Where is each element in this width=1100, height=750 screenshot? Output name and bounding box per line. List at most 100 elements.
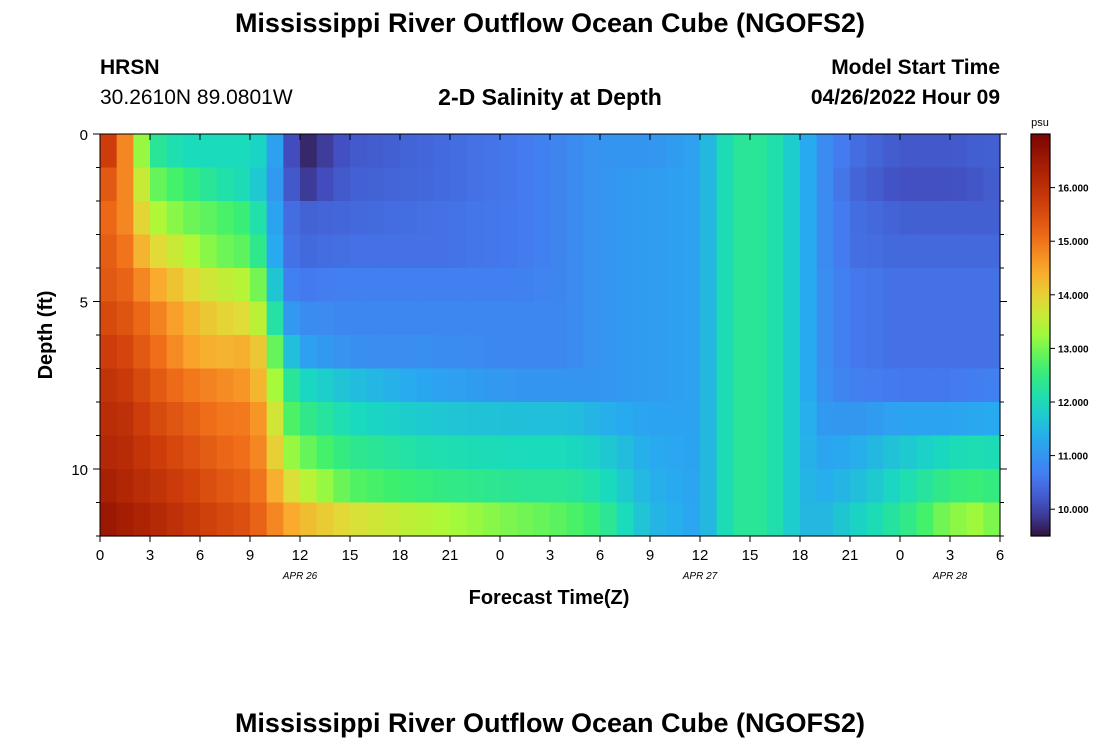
heatmap-cell — [350, 301, 368, 336]
colorbar-unit: psu — [1031, 117, 1049, 129]
heatmap-cell — [366, 134, 384, 169]
heatmap-cell — [800, 435, 818, 470]
heatmap-cell — [333, 368, 351, 403]
heatmap-cell — [666, 402, 684, 437]
heatmap-cell — [216, 268, 234, 303]
heatmap-cell — [233, 201, 251, 236]
heatmap-cell — [350, 469, 368, 504]
date-label: APR 28 — [932, 571, 968, 582]
heatmap-cell — [200, 268, 218, 303]
heatmap-cell — [200, 402, 218, 437]
heatmap-cell — [366, 402, 384, 437]
heatmap-cell — [716, 201, 734, 236]
x-tick-label: 21 — [842, 547, 859, 564]
heatmap-cell — [316, 368, 334, 403]
heatmap-cell — [183, 301, 201, 336]
heatmap-cell — [633, 368, 651, 403]
heatmap-cell — [850, 335, 868, 370]
heatmap-cell — [400, 402, 418, 437]
heatmap-cell — [150, 234, 168, 269]
heatmap-cell — [616, 502, 634, 537]
heatmap-cell — [583, 469, 601, 504]
y-axis-label: Depth (ft) — [35, 291, 57, 380]
heatmap-cell — [233, 402, 251, 437]
heatmap-cell — [333, 301, 351, 336]
heatmap-cell — [233, 167, 251, 202]
heatmap-cell — [200, 167, 218, 202]
heatmap-cell — [550, 435, 568, 470]
heatmap-cell — [683, 368, 701, 403]
heatmap-cell — [816, 502, 834, 537]
heatmap-cell — [866, 335, 884, 370]
heatmap-cell — [333, 402, 351, 437]
heatmap-cell — [866, 469, 884, 504]
heatmap-cell — [183, 469, 201, 504]
heatmap-cell — [983, 368, 1001, 403]
heatmap-cell — [116, 234, 134, 269]
heatmap-cell — [950, 502, 968, 537]
heatmap-cell — [900, 134, 918, 169]
x-tick-label: 0 — [496, 547, 504, 564]
heatmap-cell — [366, 167, 384, 202]
heatmap-cell — [716, 469, 734, 504]
heatmap-cell — [683, 201, 701, 236]
x-tick-label: 15 — [342, 547, 359, 564]
heatmap-cell — [116, 268, 134, 303]
heatmap-cell — [683, 502, 701, 537]
heatmap-cell — [900, 301, 918, 336]
heatmap-cell — [616, 469, 634, 504]
heatmap-cell — [700, 402, 718, 437]
heatmap-cell — [416, 368, 434, 403]
heatmap-cell — [916, 335, 934, 370]
heatmap-cell — [183, 435, 201, 470]
heatmap-cell — [733, 301, 751, 336]
heatmap-cell — [850, 201, 868, 236]
heatmap-cell — [233, 134, 251, 169]
heatmap-cell — [300, 268, 318, 303]
heatmap-cell — [850, 502, 868, 537]
heatmap-cell — [450, 268, 468, 303]
heatmap-cell — [566, 301, 584, 336]
heatmap-cell — [466, 301, 484, 336]
heatmap-cell — [383, 469, 401, 504]
heatmap-cell — [133, 435, 151, 470]
heatmap-cell — [666, 469, 684, 504]
heatmap-cell — [300, 502, 318, 537]
heatmap-cell — [266, 201, 284, 236]
heatmap-cell — [750, 335, 768, 370]
heatmap-cell — [400, 469, 418, 504]
heatmap-cell — [516, 301, 534, 336]
heatmap-cell — [683, 402, 701, 437]
heatmap-cell — [483, 134, 501, 169]
heatmap-cell — [950, 268, 968, 303]
heatmap-cell — [433, 134, 451, 169]
heatmap-cell — [750, 134, 768, 169]
x-tick-label: 3 — [146, 547, 154, 564]
heatmap-cell — [750, 167, 768, 202]
heatmap-cell — [333, 268, 351, 303]
heatmap-cell — [933, 402, 951, 437]
heatmap-cell — [416, 402, 434, 437]
heatmap-cell — [833, 134, 851, 169]
heatmap-cell — [933, 435, 951, 470]
heatmap-cell — [616, 368, 634, 403]
heatmap-cell — [866, 234, 884, 269]
heatmap-cell — [550, 469, 568, 504]
heatmap-cell — [883, 402, 901, 437]
heatmap-cell — [533, 234, 551, 269]
heatmap-cell — [500, 268, 518, 303]
heatmap-cell — [216, 167, 234, 202]
heatmap-cell — [633, 201, 651, 236]
heatmap-cell — [350, 134, 368, 169]
heatmap-cell — [933, 469, 951, 504]
heatmap-cell — [150, 167, 168, 202]
heatmap-cell — [616, 402, 634, 437]
heatmap-cell — [150, 502, 168, 537]
heatmap-cell — [216, 335, 234, 370]
heatmap-cell — [100, 469, 118, 504]
heatmap-cell — [950, 368, 968, 403]
heatmap-cell — [250, 301, 268, 336]
heatmap-cell — [283, 402, 301, 437]
heatmap-cell — [516, 469, 534, 504]
heatmap-cell — [400, 368, 418, 403]
